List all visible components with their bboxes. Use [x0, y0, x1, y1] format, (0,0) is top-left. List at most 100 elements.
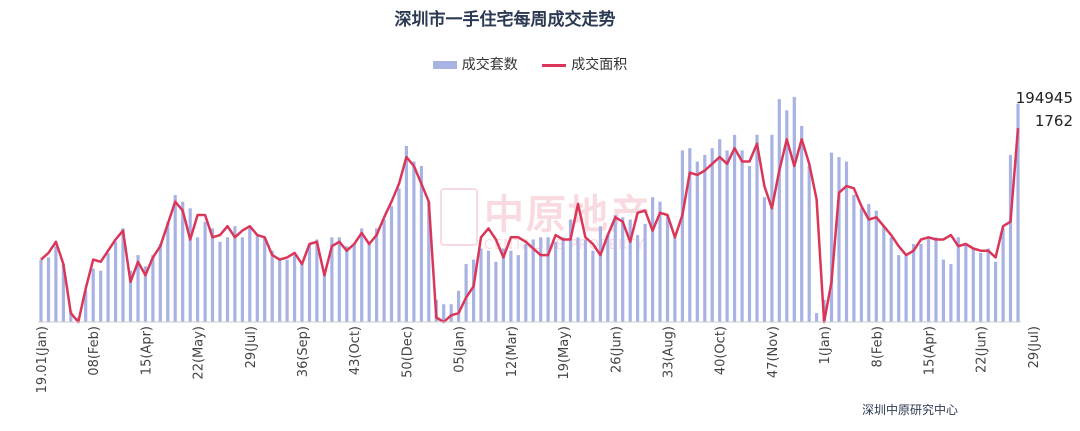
bar — [449, 304, 453, 322]
callout-units-value: 1762 — [1035, 112, 1073, 130]
bar — [785, 110, 789, 322]
bar — [829, 152, 834, 322]
bar — [651, 197, 655, 322]
bar — [665, 215, 670, 322]
bar-series — [39, 96, 1020, 323]
bar — [181, 201, 185, 322]
bar — [143, 266, 147, 322]
x-tick-label: 43(Oct) — [348, 326, 363, 375]
x-tick-label: 47(Nov) — [766, 326, 781, 378]
bar — [397, 188, 401, 322]
x-tick-label: 26(Jun) — [609, 326, 624, 373]
bar — [91, 268, 95, 322]
x-tick-label: 05(Jan) — [453, 326, 468, 373]
x-tick-label: 22(May) — [192, 326, 207, 380]
bar — [330, 237, 334, 322]
bar — [501, 248, 505, 322]
bar — [539, 237, 543, 322]
bar — [278, 259, 282, 322]
x-tick-label: 08(Feb) — [87, 326, 102, 376]
bar — [210, 228, 215, 322]
bar — [128, 270, 133, 322]
bar — [389, 206, 394, 322]
bar — [300, 261, 304, 322]
bar — [807, 166, 811, 322]
bar — [926, 237, 931, 322]
bar — [69, 310, 73, 322]
bar — [591, 250, 595, 322]
bar — [307, 244, 312, 322]
bar — [419, 166, 423, 322]
bar — [233, 226, 237, 322]
bar — [852, 195, 856, 322]
line-series-area — [40, 128, 1020, 324]
bar — [1008, 154, 1013, 322]
bar — [680, 150, 684, 322]
bar — [949, 264, 953, 322]
bar — [979, 252, 983, 322]
bar — [867, 203, 871, 322]
bar — [375, 228, 379, 322]
bar — [121, 228, 125, 322]
bar — [248, 226, 252, 322]
legend[interactable]: 成交套数 成交面积 — [0, 54, 1060, 74]
legend-bar-swatch — [432, 61, 457, 69]
bar — [531, 239, 535, 322]
x-tick-label: 29(Jul) — [244, 326, 259, 368]
bar — [99, 270, 103, 322]
bar — [61, 264, 65, 322]
bar — [315, 239, 319, 322]
bar — [322, 273, 326, 322]
bar — [800, 125, 804, 323]
x-tick-label: 22(Jun) — [975, 326, 990, 373]
bar — [583, 239, 587, 322]
bar — [658, 201, 662, 322]
bar — [554, 241, 558, 322]
x-tick-label: 36(Sep) — [296, 326, 311, 377]
bar — [1001, 228, 1005, 322]
bar — [606, 235, 610, 322]
bar — [882, 226, 886, 322]
legend-label-area: 成交面积 — [571, 57, 628, 73]
bar — [568, 219, 573, 322]
legend-item-units[interactable]: 成交套数 — [432, 54, 518, 74]
bar — [427, 201, 431, 322]
bar — [561, 237, 565, 322]
x-tick-labels: 19.01(Jan) 08(Feb) 15(Apr) 22(May) 29(Jul) 36… — [35, 326, 1042, 393]
legend-item-area[interactable]: 成交面积 — [542, 54, 627, 74]
bar — [158, 244, 162, 322]
bar — [688, 148, 692, 322]
bar — [1016, 103, 1020, 322]
chart-title: 深圳市一手住宅每周成交走势 — [394, 10, 616, 30]
bar — [621, 217, 625, 322]
x-tick-label: 19.01(Jan) — [35, 326, 50, 393]
bar — [457, 290, 461, 322]
bar — [613, 215, 617, 322]
bar — [889, 237, 893, 322]
bar — [710, 148, 714, 322]
x-tick-label: 29(Jul) — [1027, 326, 1042, 368]
bar — [777, 99, 781, 322]
bar — [39, 259, 43, 322]
bar — [844, 161, 849, 322]
bar — [196, 237, 200, 322]
bar — [151, 255, 155, 322]
x-tick-label: 40(Oct) — [714, 326, 729, 375]
bar — [986, 248, 990, 322]
bar — [904, 255, 908, 322]
bar — [293, 255, 297, 322]
bar — [673, 232, 677, 322]
bar — [188, 208, 192, 322]
bar — [486, 250, 491, 322]
bar — [173, 195, 177, 322]
bar — [733, 134, 737, 322]
bar — [270, 250, 274, 322]
bar — [218, 241, 222, 322]
bar — [598, 226, 602, 322]
bar — [114, 241, 118, 322]
bar — [740, 150, 744, 322]
bar — [412, 161, 416, 322]
bar — [941, 259, 945, 322]
bar — [762, 197, 766, 322]
